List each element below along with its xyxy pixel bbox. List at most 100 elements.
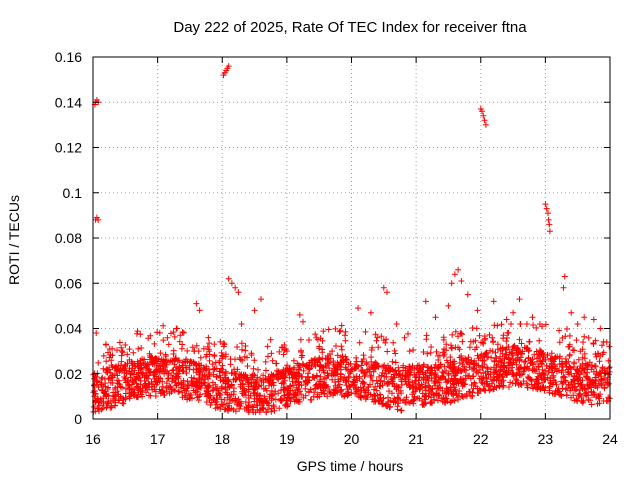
data-point (373, 337, 380, 344)
data-point (324, 360, 331, 367)
data-point (265, 353, 271, 360)
data-point (500, 362, 507, 369)
data-point (482, 350, 489, 357)
data-point (562, 355, 569, 362)
data-point (324, 370, 331, 377)
data-point (190, 387, 197, 394)
data-point (459, 393, 466, 400)
data-point (291, 391, 298, 398)
data-point (151, 384, 158, 390)
data-point (566, 351, 573, 358)
data-point (179, 329, 186, 335)
data-point (295, 362, 302, 369)
data-point (141, 381, 148, 388)
data-point (534, 355, 541, 362)
data-point (204, 384, 211, 391)
data-point (137, 359, 144, 366)
data-point (403, 394, 410, 401)
data-point (578, 394, 585, 401)
x-tick-label: 16 (85, 431, 101, 447)
data-point (232, 397, 239, 404)
data-point (153, 364, 160, 370)
data-point (568, 309, 575, 316)
data-point (458, 368, 465, 375)
data-point (410, 389, 417, 396)
data-point (443, 367, 449, 374)
data-point (239, 346, 245, 353)
data-point (529, 360, 536, 367)
data-point (150, 372, 157, 379)
data-point (384, 348, 391, 355)
data-point (493, 368, 500, 375)
data-point (236, 402, 243, 409)
data-point (358, 368, 365, 375)
data-point (480, 112, 487, 119)
data-point (163, 385, 170, 391)
data-point (168, 330, 174, 337)
data-point (422, 298, 429, 305)
data-point (335, 361, 342, 368)
data-point (513, 347, 520, 354)
data-point (193, 342, 200, 349)
data-point (114, 377, 121, 384)
data-point (360, 379, 367, 386)
data-point (346, 370, 353, 377)
data-point (104, 400, 111, 407)
data-point (224, 378, 231, 385)
data-point (490, 298, 497, 305)
data-point (551, 361, 558, 368)
data-point (354, 377, 361, 384)
data-point (109, 374, 116, 381)
data-point (145, 335, 152, 342)
data-point (597, 373, 604, 380)
data-point (174, 371, 181, 378)
data-point (176, 338, 183, 345)
data-point (222, 368, 229, 375)
data-point (344, 366, 351, 373)
data-point (560, 373, 567, 380)
data-point (337, 370, 344, 377)
data-point (580, 339, 587, 346)
data-point (236, 375, 243, 382)
data-point (497, 353, 504, 360)
data-point (292, 370, 298, 377)
data-point (306, 359, 313, 366)
data-point (196, 393, 203, 400)
data-point (253, 378, 260, 385)
data-point (291, 364, 298, 371)
data-point (443, 395, 450, 402)
data-point (114, 347, 120, 354)
data-point (306, 366, 313, 373)
data-point (447, 399, 454, 406)
x-tick-label: 22 (473, 431, 489, 447)
data-point (478, 339, 485, 346)
data-point (383, 336, 390, 343)
data-point (344, 386, 351, 393)
data-point (398, 390, 405, 397)
data-point (402, 373, 409, 380)
data-point (306, 337, 312, 343)
data-point (126, 395, 133, 402)
data-point (481, 117, 488, 124)
data-point (242, 343, 249, 349)
data-point (575, 368, 581, 375)
data-point (230, 391, 237, 398)
data-point (542, 367, 549, 374)
data-point (93, 330, 100, 336)
data-point (217, 368, 224, 375)
data-point (180, 329, 187, 336)
data-point (251, 357, 258, 364)
data-point (482, 387, 489, 394)
data-point (184, 358, 191, 365)
data-point (418, 381, 425, 388)
data-point (110, 389, 117, 396)
data-point (559, 385, 566, 392)
data-point (422, 370, 429, 376)
data-point (232, 284, 239, 291)
data-point (268, 387, 275, 394)
data-point (494, 322, 501, 329)
data-point (394, 394, 401, 401)
data-point (117, 362, 124, 369)
data-point (169, 367, 176, 374)
data-point (244, 363, 251, 369)
